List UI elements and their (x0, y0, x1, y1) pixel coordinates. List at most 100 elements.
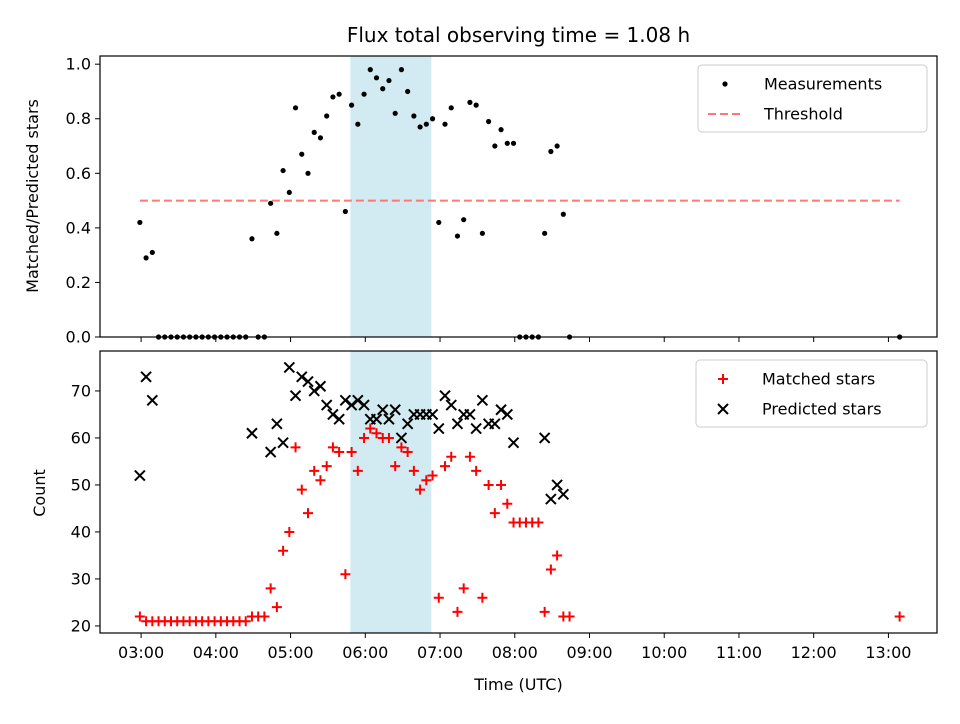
predicted-star-point (439, 389, 451, 402)
measurement-point (498, 127, 504, 133)
predicted-star-point (433, 422, 445, 435)
matched-star-point (427, 470, 438, 481)
predicted-star-point (333, 413, 345, 425)
measurement-point (330, 94, 336, 100)
measurement-point (355, 121, 361, 127)
matched-star-point (564, 611, 575, 622)
y-axis-label-top: Matched/Predicted stars (23, 99, 42, 293)
matched-star-point (440, 461, 451, 472)
matched-star-point (284, 526, 295, 537)
measurement-point (479, 230, 485, 236)
predicted-star-point (495, 404, 507, 416)
matched-star-point (408, 465, 419, 476)
predicted-star-point (327, 408, 339, 421)
predicted-star-point (426, 408, 439, 421)
measurement-point (324, 113, 330, 119)
measurement-point (280, 167, 286, 174)
measurement-point (342, 208, 348, 215)
measurement-point (429, 116, 436, 122)
measurement-point (454, 233, 461, 239)
matched-star-point (334, 447, 345, 458)
predicted-star-point (352, 394, 364, 407)
matched-star-point (383, 432, 394, 443)
y-tick-label: 20 (71, 616, 91, 635)
measurement-point (467, 99, 473, 105)
legend-label: Threshold (763, 105, 843, 124)
y-axis-label-bottom: Count (30, 469, 49, 517)
matched-star-point (271, 602, 282, 613)
matched-star-point (259, 611, 270, 622)
measurement-point (448, 105, 454, 111)
predicted-star-point (271, 418, 283, 430)
predicted-star-point (370, 413, 383, 425)
y-tick-label: 0.6 (66, 164, 91, 183)
measurement-point (461, 217, 467, 223)
matched-star-point (496, 479, 507, 490)
measurement-point (417, 124, 423, 130)
measurement-point (249, 236, 255, 242)
matched-star-point (502, 498, 513, 509)
measurement-point (286, 189, 292, 196)
measurement-point (405, 88, 411, 95)
x-tick-label: 06:00 (342, 643, 388, 662)
y-tick-label: 40 (71, 522, 91, 541)
legend-label: Matched stars (762, 370, 875, 389)
predicted-star-point (545, 493, 557, 505)
legend: Matched stars Predicted stars (695, 359, 928, 428)
x-tick-label: 05:00 (268, 643, 314, 662)
y-tick-label: 0.0 (66, 328, 91, 347)
predicted-star-point (308, 385, 320, 397)
predicted-star-point (501, 408, 513, 421)
measurement-point (560, 211, 566, 217)
measurement-point (492, 143, 498, 149)
legend-measurement-swatch (722, 81, 728, 87)
matched-star-point (452, 606, 463, 617)
x-tick-label: 07:00 (417, 643, 463, 662)
predicted-star-point (246, 427, 258, 439)
x-tick-label: 10:00 (641, 643, 687, 662)
y-tick-label: 0.8 (66, 109, 91, 128)
predicted-star-point (389, 404, 401, 416)
matched-star-point (327, 442, 338, 453)
matched-star-point (371, 428, 382, 439)
legend-frame (697, 64, 928, 133)
predicted-star-point (377, 404, 389, 416)
matched-star-point (458, 583, 469, 594)
measurement-point (548, 148, 554, 155)
measurement-point (305, 170, 311, 176)
matched-star-point (134, 611, 145, 622)
predicted-star-point (445, 399, 457, 411)
matched-star-point (321, 461, 332, 472)
predicted-star-point (507, 436, 520, 449)
measurement-point (292, 105, 299, 111)
y-tick-label: 1.0 (66, 55, 91, 74)
matched-star-point (365, 423, 376, 434)
matched-star-point (303, 508, 314, 519)
predicted-star-point (395, 432, 408, 444)
matched-star-point (315, 475, 326, 486)
predicted-star-point (476, 394, 489, 407)
x-tick-label: 09:00 (566, 643, 612, 662)
measurement-point (554, 143, 560, 149)
measurement-point (317, 135, 324, 141)
measurement-point (299, 151, 305, 157)
measurement-point (380, 86, 386, 92)
measurement-point (268, 200, 274, 206)
measurement-point (367, 67, 373, 73)
legend-predicted-swatch (717, 403, 729, 415)
predicted-star-point (383, 413, 395, 425)
y-tick-label: 70 (71, 381, 91, 400)
chart-title: Flux total observing time = 1.08 h (347, 23, 690, 47)
matched-star-point (477, 592, 488, 603)
predicted-star-point (339, 394, 352, 407)
matched-star-point (309, 465, 320, 476)
matched-star-point (415, 484, 426, 495)
x-tick-label: 11:00 (716, 643, 762, 662)
predicted-star-point (320, 399, 333, 411)
matched-star-point (296, 484, 307, 495)
predicted-star-point (146, 394, 159, 407)
measurement-point (510, 140, 517, 146)
legend-frame (695, 359, 928, 428)
measurement-point (386, 77, 392, 84)
